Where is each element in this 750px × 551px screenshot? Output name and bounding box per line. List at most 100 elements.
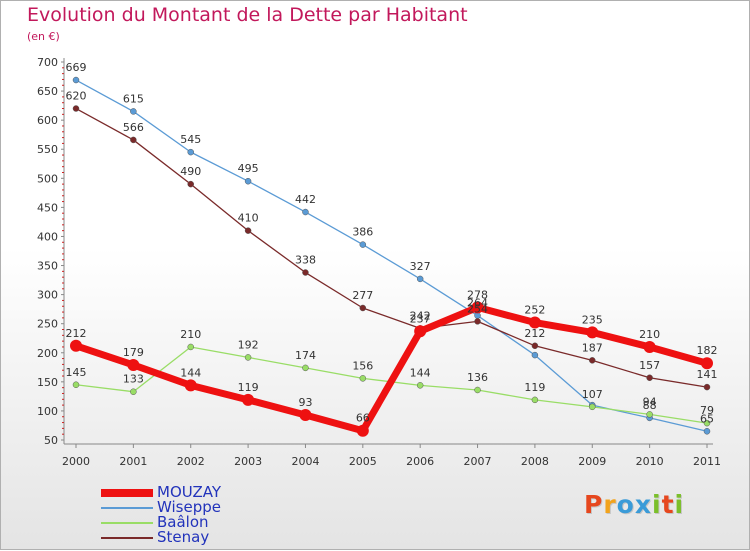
- data-point-wiseppe: [531, 351, 539, 359]
- y-tick-label: 350: [37, 260, 58, 273]
- data-point-baalon: [244, 354, 252, 361]
- data-point-stenay: [359, 304, 367, 312]
- data-point-baalon: [589, 403, 596, 411]
- y-tick-label: 450: [37, 201, 58, 214]
- x-tick-label: 2001: [119, 455, 147, 468]
- data-point-wiseppe: [703, 428, 711, 435]
- data-point-mouzay: [528, 316, 541, 329]
- data-point-mouzay: [643, 340, 656, 353]
- data-label-stenay: 157: [639, 359, 660, 372]
- data-label-wiseppe: 327: [410, 260, 431, 273]
- data-point-wiseppe: [72, 76, 80, 84]
- data-label-baalon: 79: [700, 404, 714, 417]
- proxiti-logo: Proxiti: [584, 490, 685, 519]
- data-label-mouzay: 235: [582, 313, 603, 326]
- data-point-mouzay: [127, 358, 140, 371]
- data-label-wiseppe: 545: [180, 133, 201, 146]
- data-label-mouzay: 179: [123, 346, 144, 359]
- data-point-mouzay: [414, 325, 427, 338]
- legend-label: Stenay: [157, 528, 210, 546]
- data-label-wiseppe: 386: [352, 226, 373, 239]
- data-point-mouzay: [242, 393, 255, 406]
- data-label-mouzay: 93: [298, 396, 312, 409]
- data-label-baalon: 136: [467, 371, 488, 384]
- y-tick-label: 600: [37, 114, 58, 127]
- legend-swatch: [101, 507, 153, 509]
- y-tick-label: 300: [37, 289, 58, 302]
- data-label-wiseppe: 264: [467, 297, 488, 310]
- data-point-wiseppe: [187, 148, 194, 156]
- data-point-mouzay: [356, 424, 369, 437]
- legend-label: Baâlon: [157, 513, 209, 531]
- data-label-wiseppe: 669: [66, 61, 87, 74]
- data-label-mouzay: 66: [356, 412, 370, 425]
- legend-swatch: [101, 537, 153, 539]
- data-label-baalon: 156: [352, 359, 373, 372]
- data-point-baalon: [646, 411, 653, 418]
- data-label-wiseppe: 88: [643, 399, 657, 412]
- data-label-stenay: 212: [524, 327, 545, 340]
- x-tick-label: 2007: [464, 455, 492, 468]
- data-label-stenay: 277: [352, 289, 373, 302]
- data-point-stenay: [531, 342, 539, 350]
- data-label-baalon: 192: [238, 338, 259, 351]
- data-point-stenay: [646, 374, 653, 382]
- chart-unit: (en €): [27, 30, 60, 43]
- series-line-wiseppe: [75, 79, 708, 432]
- data-label-stenay: 620: [66, 90, 87, 103]
- data-label-mouzay: 278: [467, 288, 488, 301]
- data-label-stenay: 141: [697, 368, 718, 381]
- data-label-mouzay: 119: [238, 381, 259, 394]
- data-point-baalon: [187, 343, 194, 351]
- data-point-mouzay: [701, 357, 713, 370]
- data-label-mouzay: 144: [180, 366, 201, 379]
- series-line-stenay: [75, 107, 708, 388]
- data-label-stenay: 410: [238, 212, 259, 225]
- chart-title: Evolution du Montant de la Dette par Hab…: [27, 4, 468, 26]
- y-tick-label: 100: [37, 405, 58, 418]
- y-tick-label: 700: [37, 56, 58, 69]
- data-label-stenay: 490: [180, 165, 201, 178]
- data-point-stenay: [187, 180, 194, 188]
- data-point-stenay: [302, 269, 309, 276]
- data-label-mouzay: 237: [410, 312, 431, 325]
- x-tick-label: 2003: [234, 455, 262, 468]
- y-tick-label: 150: [37, 376, 58, 389]
- data-point-baalon: [130, 388, 137, 395]
- series-line-mouzay: [72, 303, 711, 435]
- data-label-mouzay: 182: [697, 344, 718, 357]
- data-point-baalon: [531, 396, 539, 404]
- data-point-mouzay: [299, 408, 312, 421]
- y-tick-label: 200: [37, 347, 58, 360]
- data-point-wiseppe: [359, 241, 367, 248]
- legend-label: MOUZAY: [157, 483, 221, 501]
- data-point-wiseppe: [416, 275, 424, 283]
- data-point-mouzay: [471, 301, 484, 314]
- x-tick-label: 2006: [406, 455, 434, 468]
- data-label-baalon: 144: [410, 366, 431, 379]
- data-point-baalon: [703, 419, 711, 427]
- data-point-stenay: [474, 318, 481, 325]
- y-tick-label: 550: [37, 143, 58, 156]
- data-label-baalon: 107: [582, 388, 603, 401]
- x-tick-label: 2008: [521, 455, 549, 468]
- data-point-stenay: [244, 227, 252, 234]
- data-point-mouzay: [184, 379, 197, 392]
- data-label-baalon: 94: [643, 395, 657, 408]
- data-label-mouzay: 252: [524, 304, 545, 317]
- data-point-wiseppe: [130, 108, 137, 115]
- data-point-baalon: [416, 382, 424, 389]
- data-label-wiseppe: 495: [238, 162, 259, 175]
- data-label-stenay: 254: [467, 302, 488, 315]
- legend-swatch: [101, 489, 153, 497]
- data-point-stenay: [703, 383, 711, 391]
- data-point-stenay: [130, 136, 137, 144]
- data-label-baalon: 145: [66, 366, 87, 379]
- data-point-mouzay: [586, 326, 599, 339]
- data-label-baalon: 210: [180, 328, 201, 341]
- x-tick-label: 2004: [291, 455, 319, 468]
- data-label-stenay: 187: [582, 341, 603, 354]
- data-point-baalon: [359, 375, 367, 382]
